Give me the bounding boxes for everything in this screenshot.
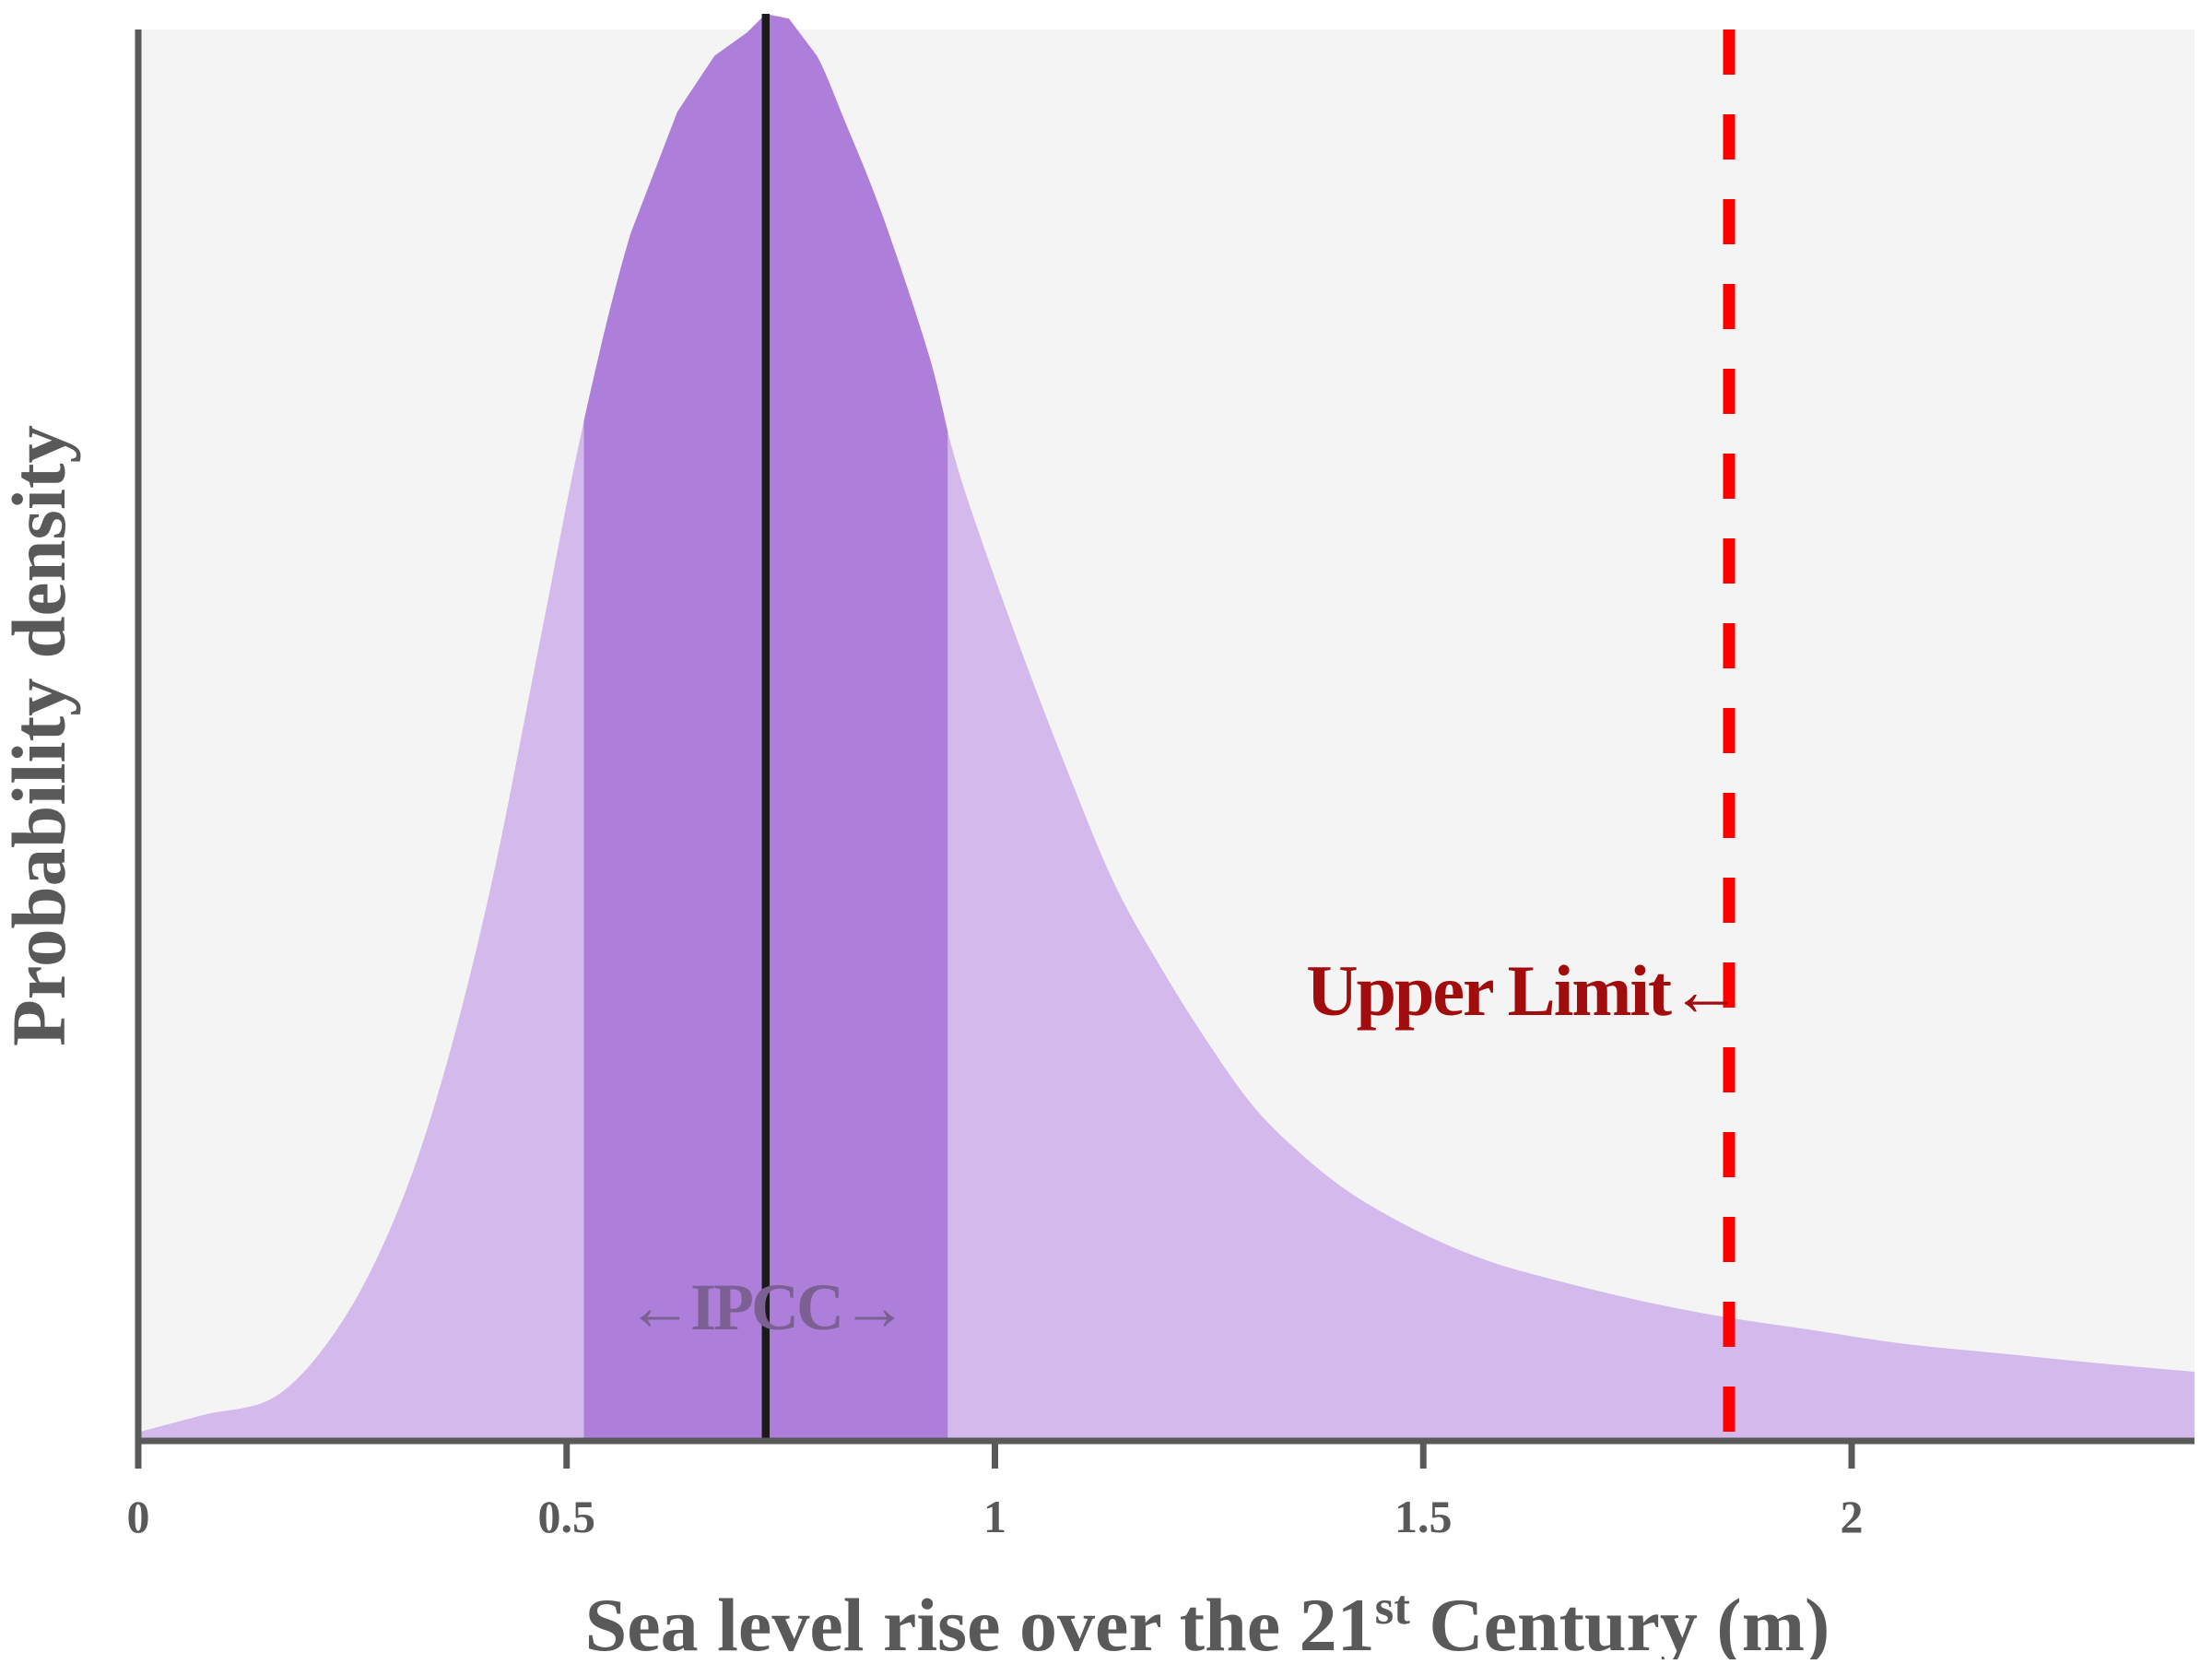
svg-text:2: 2: [1841, 1491, 1864, 1542]
svg-text:0.5: 0.5: [538, 1491, 596, 1542]
svg-text:Upper Limit←: Upper Limit←: [1306, 950, 1729, 1031]
svg-text:0: 0: [127, 1491, 150, 1542]
svg-text:1.5: 1.5: [1394, 1491, 1453, 1542]
svg-text:Sea level rise over the 21st C: Sea level rise over the 21st Century (m): [585, 1581, 1830, 1659]
svg-text:Probability density: Probability density: [0, 425, 81, 1046]
svg-text:←IPCC→: ←IPCC→: [627, 1270, 905, 1344]
svg-text:1: 1: [983, 1491, 1006, 1542]
